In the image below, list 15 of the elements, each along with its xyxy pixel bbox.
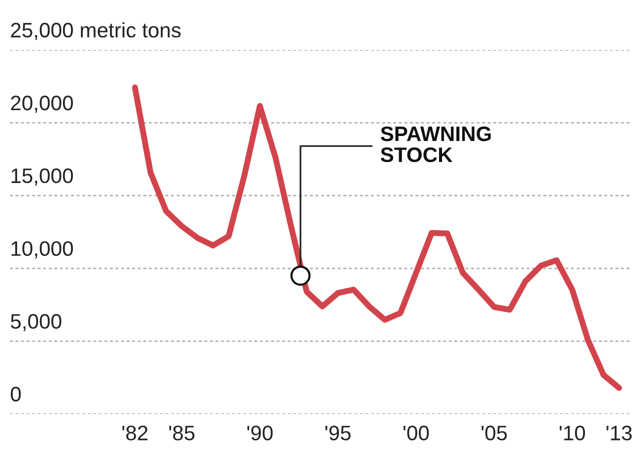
y-tick-label: 10,000 xyxy=(12,241,73,258)
x-tick-label: '00 xyxy=(404,426,429,440)
x-tick-label: '90 xyxy=(247,426,273,440)
x-tick-label: '85 xyxy=(169,426,194,440)
x-tick-label: '13 xyxy=(606,426,632,440)
y-tick-label: 0 xyxy=(10,386,21,402)
y-tick-label: 25,000 metric tons xyxy=(11,22,181,40)
x-tick-label: '10 xyxy=(560,426,585,440)
annotation: SPAWNING STOCK xyxy=(380,126,491,162)
y-tick-label: 20,000 xyxy=(11,96,73,113)
y-tick-label: 15,000 xyxy=(12,168,73,186)
y-tick-label: 5,000 xyxy=(10,314,62,332)
x-tick-label: '05 xyxy=(482,426,507,440)
x-tick-label: '82 xyxy=(122,426,148,440)
x-tick-label: '95 xyxy=(325,426,351,440)
